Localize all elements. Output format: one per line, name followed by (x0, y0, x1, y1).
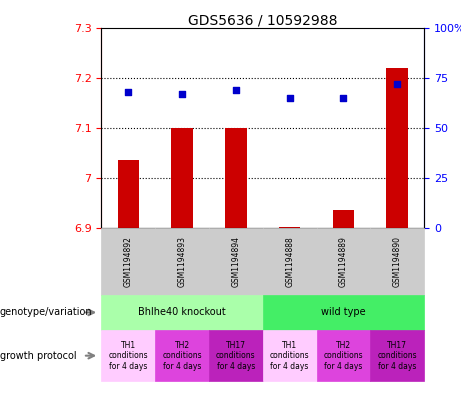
Text: growth protocol: growth protocol (0, 351, 77, 361)
Bar (333, 210, 354, 228)
Point (340, 94, 347, 101)
Text: genotype/variation: genotype/variation (0, 307, 93, 318)
Point (178, 90, 186, 97)
Point (232, 86, 240, 93)
Text: TH2
conditions
for 4 days: TH2 conditions for 4 days (162, 341, 202, 371)
Bar (225, 128, 247, 228)
Bar (279, 227, 301, 228)
Text: TH2
conditions
for 4 days: TH2 conditions for 4 days (324, 341, 363, 371)
Text: Bhlhe40 knockout: Bhlhe40 knockout (138, 307, 226, 318)
Text: GSM1194894: GSM1194894 (231, 236, 240, 287)
Bar (171, 128, 193, 228)
Text: GSM1194893: GSM1194893 (177, 236, 187, 287)
Text: GSM1194889: GSM1194889 (339, 236, 348, 287)
Text: GSM1194890: GSM1194890 (393, 236, 402, 287)
Bar (118, 160, 139, 228)
Text: TH1
conditions
for 4 days: TH1 conditions for 4 days (270, 341, 309, 371)
Text: GSM1194888: GSM1194888 (285, 236, 294, 287)
Text: wild type: wild type (321, 307, 366, 318)
Text: TH17
conditions
for 4 days: TH17 conditions for 4 days (216, 341, 256, 371)
Point (124, 88, 132, 95)
Text: GDS5636 / 10592988: GDS5636 / 10592988 (188, 14, 337, 28)
Point (286, 94, 293, 101)
Text: TH1
conditions
for 4 days: TH1 conditions for 4 days (108, 341, 148, 371)
Bar (386, 68, 408, 228)
Text: GSM1194892: GSM1194892 (124, 236, 133, 287)
Point (394, 81, 401, 87)
Text: TH17
conditions
for 4 days: TH17 conditions for 4 days (378, 341, 417, 371)
